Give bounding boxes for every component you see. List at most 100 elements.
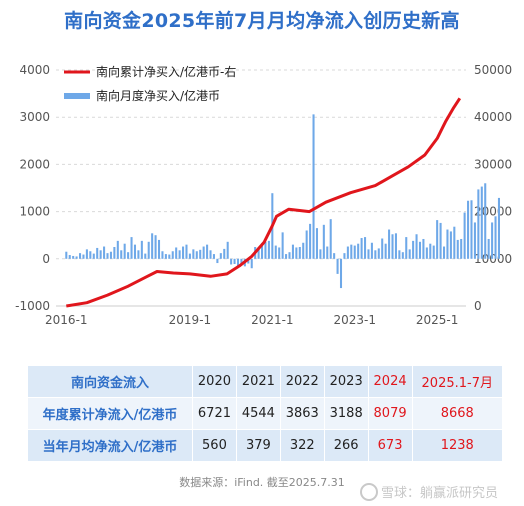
monthly-bar (240, 258, 243, 264)
monthly-bar (370, 242, 373, 259)
monthly-bar (96, 247, 99, 259)
monthly-bar (439, 222, 442, 259)
monthly-bar (415, 234, 418, 259)
monthly-bar (188, 253, 191, 259)
table-cell: 3188 (323, 397, 369, 430)
monthly-bar (449, 231, 452, 259)
monthly-bar (425, 247, 428, 259)
monthly-bar (388, 229, 391, 259)
watermark: 雪球：躺赢派研究员 (360, 482, 498, 501)
monthly-bar (302, 242, 305, 259)
monthly-bar (175, 247, 178, 259)
monthly-bar (291, 244, 294, 259)
monthly-bar (199, 249, 202, 259)
monthly-bar (130, 237, 133, 259)
table-cell: 379 (235, 429, 281, 462)
monthly-bar (353, 245, 356, 259)
monthly-bar (72, 255, 75, 259)
monthly-bar (364, 237, 367, 259)
monthly-bar (157, 239, 161, 259)
monthly-bar (99, 250, 102, 259)
monthly-bar (418, 241, 422, 259)
monthly-bar (381, 238, 384, 259)
monthly-bar (226, 241, 229, 259)
monthly-bar (195, 251, 198, 259)
monthly-bar (75, 256, 78, 259)
right-tick-label: 0 (474, 299, 482, 313)
monthly-bar (305, 230, 308, 259)
monthly-bar (315, 228, 319, 259)
monthly-bar (494, 216, 497, 259)
left-tick-label: 1000 (19, 205, 50, 219)
table-header-cell: 2024 (367, 366, 413, 398)
table-cell: 8079 (367, 397, 413, 430)
monthly-bar (185, 244, 188, 259)
table-row-label: 年度累计净流入/亿港币 (28, 397, 193, 430)
monthly-bar (357, 243, 360, 259)
monthly-bar (470, 200, 473, 259)
monthly-bar (144, 253, 147, 259)
monthly-bar (192, 249, 195, 259)
monthly-bar (312, 114, 315, 259)
monthly-bar (147, 241, 150, 259)
table-header-cell: 2021 (235, 366, 281, 398)
monthly-bar (350, 244, 353, 259)
monthly-bar (453, 226, 456, 259)
monthly-bar (127, 252, 130, 259)
monthly-bar (298, 247, 301, 259)
monthly-bar (120, 250, 123, 259)
table-cell: 8668 (411, 397, 502, 430)
watermark-text: 雪球：躺赢派研究员 (381, 486, 499, 501)
table-header-cell: 2020 (192, 366, 237, 398)
x-tick-label: 2023-1 (333, 313, 376, 327)
monthly-bar (336, 258, 339, 274)
monthly-bar (432, 245, 435, 259)
monthly-bar (326, 246, 329, 259)
table-header-cell: 2023 (323, 366, 369, 398)
table-cell: 560 (192, 429, 237, 462)
monthly-bar (377, 248, 380, 259)
monthly-bar (151, 233, 154, 259)
monthly-bar (264, 241, 267, 259)
table-cell: 3863 (279, 397, 325, 430)
monthly-bar (261, 243, 264, 259)
left-tick-label: -1000 (15, 299, 50, 313)
monthly-bar (374, 250, 377, 259)
left-tick-label: 3000 (19, 110, 50, 124)
monthly-bar (401, 252, 404, 259)
monthly-bar (133, 244, 137, 259)
monthly-bar (212, 254, 215, 259)
monthly-bar (473, 222, 476, 259)
legend-label-bar: 南向月度净买入/亿港币 (96, 88, 220, 103)
monthly-bar (109, 251, 112, 259)
monthly-bar (68, 255, 71, 259)
monthly-bar (137, 250, 140, 259)
monthly-bar (460, 238, 463, 259)
monthly-bar (65, 251, 68, 259)
monthly-bar (429, 243, 432, 259)
monthly-bar (257, 248, 260, 259)
monthly-bar (178, 250, 181, 259)
monthly-bar (309, 223, 312, 259)
monthly-bar (339, 258, 343, 289)
monthly-bar (491, 222, 494, 259)
table-header-label: 南向资金流入 (28, 366, 193, 398)
monthly-bar (182, 246, 185, 259)
monthly-bar (436, 220, 439, 259)
right-tick-label: 50000 (474, 63, 512, 77)
monthly-bar (267, 240, 270, 259)
table-cell: 322 (279, 429, 325, 462)
monthly-bar (408, 249, 411, 259)
x-tick-label: 2025-1 (416, 313, 459, 327)
monthly-bar (367, 249, 370, 259)
monthly-bar (477, 189, 480, 259)
legend-label-line: 南向累计净买入/亿港币-右 (96, 64, 236, 79)
monthly-bar (106, 253, 109, 259)
monthly-bar (233, 258, 236, 264)
monthly-bar (329, 219, 332, 259)
monthly-bar (333, 253, 336, 259)
monthly-bar (219, 253, 222, 259)
monthly-bar (79, 253, 82, 259)
monthly-bar (250, 258, 253, 269)
monthly-bar (497, 197, 500, 259)
